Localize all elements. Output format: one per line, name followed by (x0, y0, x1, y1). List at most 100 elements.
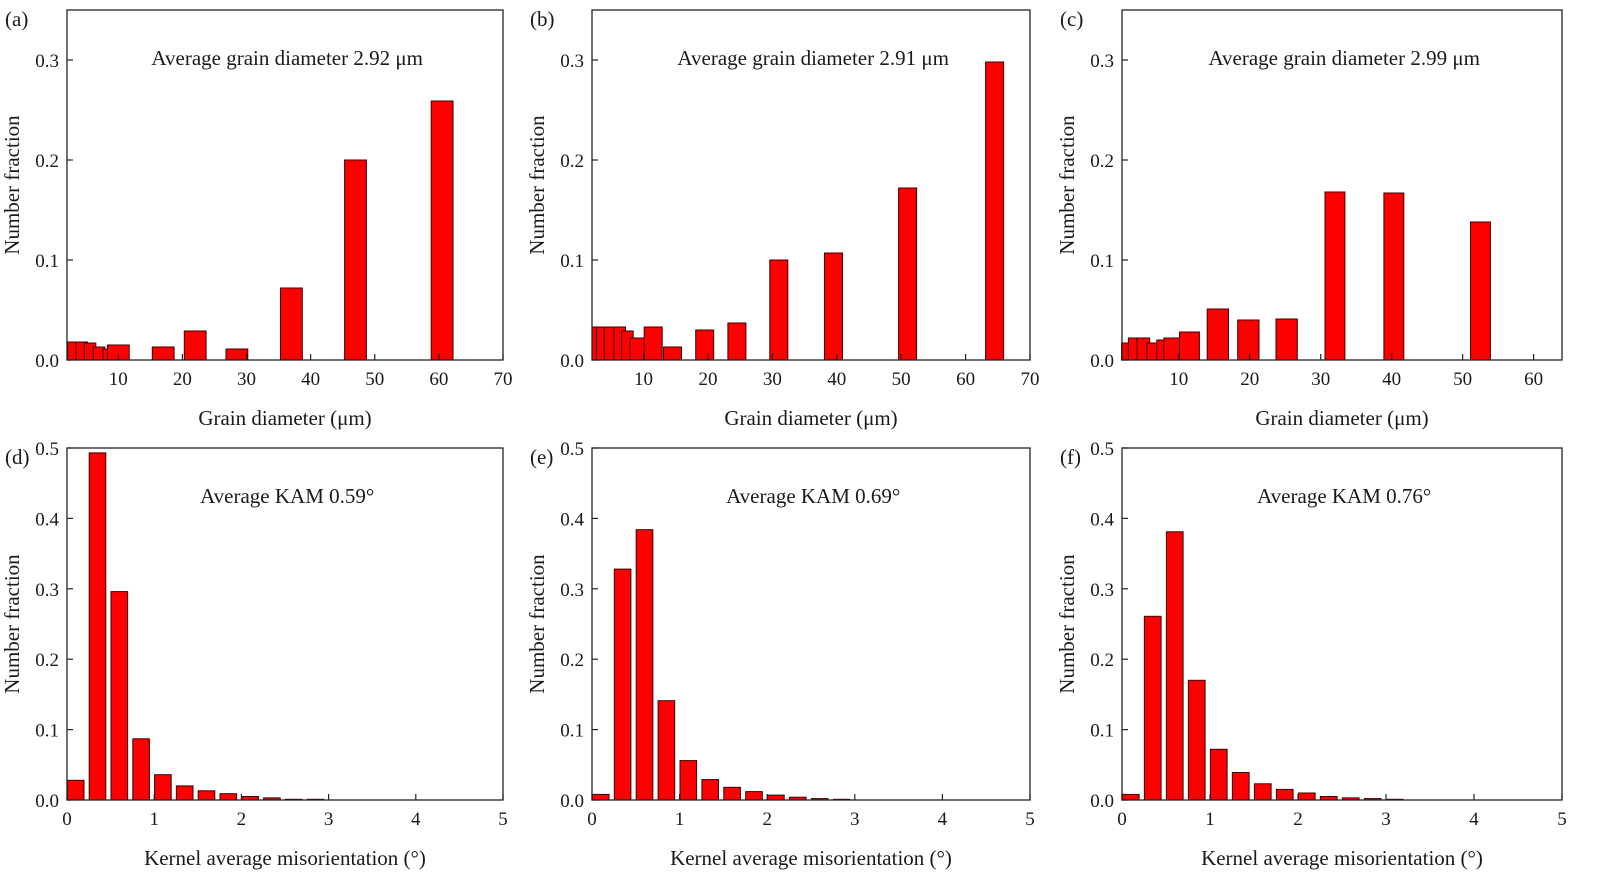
bar (183, 330, 207, 361)
bar (657, 700, 676, 801)
x-tick-label: 50 (892, 369, 911, 390)
x-tick-label: 40 (827, 369, 846, 390)
bar (1253, 783, 1272, 801)
y-tick-label: 0.1 (35, 721, 59, 742)
bar (88, 452, 107, 801)
bar (745, 791, 763, 801)
x-tick-label: 30 (763, 369, 782, 390)
panel-label: (d) (5, 445, 30, 469)
bar (66, 779, 85, 801)
bar (824, 252, 843, 361)
x-tick-label: 70 (1021, 369, 1040, 390)
y-tick-label: 0.0 (560, 351, 584, 372)
y-axis-title: Number fraction (1055, 554, 1079, 694)
bar (1237, 319, 1260, 361)
average-annotation: Average KAM 0.69° (726, 484, 900, 508)
average-annotation: Average KAM 0.59° (200, 484, 374, 508)
x-tick-label: 60 (956, 369, 975, 390)
y-tick-label: 0.1 (35, 251, 59, 272)
y-tick-label: 0.2 (1090, 650, 1114, 671)
bar (1231, 772, 1250, 801)
y-tick-label: 0.2 (1090, 151, 1114, 172)
x-tick-label: 0 (62, 809, 72, 830)
x-tick-label: 2 (1293, 809, 1303, 830)
x-tick-label: 4 (1469, 809, 1479, 830)
x-tick-label: 40 (1382, 369, 1401, 390)
y-tick-label: 0.5 (1090, 439, 1114, 460)
y-tick-label: 0.1 (1090, 721, 1114, 742)
chart-panel-6: 0 1 2 3 4 5 0.0 0.1 0.2 0.3 0.4 0.5 Kernel average m… (1055, 439, 1567, 870)
y-tick-label: 0.0 (35, 791, 59, 812)
y-tick-label: 0.3 (35, 580, 59, 601)
plot-frame (1121, 447, 1563, 801)
plot-frame (591, 9, 1031, 361)
y-tick-label: 0.2 (560, 151, 584, 172)
bar (344, 159, 367, 361)
average-annotation: Average grain diameter 2.92 μm (151, 46, 423, 70)
y-axis-title: Number fraction (0, 554, 24, 694)
y-tick-label: 0.3 (560, 51, 584, 72)
y-tick-label: 0.5 (35, 439, 59, 460)
bar (1297, 792, 1316, 801)
y-axis-title: Number fraction (525, 115, 549, 255)
chart-panel-2: 10 20 30 40 50 60 70 0.0 0.1 0.2 0.3 Grain diameter… (525, 7, 1040, 430)
bar (769, 259, 789, 361)
x-tick-label: 60 (429, 369, 448, 390)
y-axis-title: Number fraction (525, 554, 549, 694)
bar (663, 346, 682, 361)
bar (723, 786, 741, 801)
bar (1209, 748, 1228, 801)
bar (1179, 331, 1200, 361)
bar (1275, 318, 1298, 361)
x-tick-label: 20 (1240, 369, 1259, 390)
bar (132, 738, 150, 801)
y-tick-label: 0.1 (560, 721, 584, 742)
bar (1470, 221, 1491, 361)
x-axis-title: Kernel average misorientation (°) (670, 846, 952, 870)
panel-label: (e) (530, 445, 553, 469)
chart-panel-4: 0 1 2 3 4 5 0.0 0.1 0.2 0.3 0.4 0.5 Kernel average m… (0, 439, 508, 870)
x-tick-label: 30 (1311, 369, 1330, 390)
x-axis-title: Grain diameter (μm) (198, 406, 371, 430)
x-tick-label: 4 (411, 809, 421, 830)
bar (175, 785, 194, 801)
plot-frame (1121, 9, 1563, 361)
panel-label: (f) (1060, 445, 1081, 469)
y-tick-label: 0.1 (1090, 251, 1114, 272)
x-axis-title: Grain diameter (μm) (724, 406, 897, 430)
x-tick-label: 20 (173, 369, 192, 390)
panel-label: (a) (5, 7, 28, 31)
x-axis-title: Kernel average misorientation (°) (144, 846, 426, 870)
x-tick-label: 2 (237, 809, 247, 830)
bar (695, 329, 715, 361)
y-tick-label: 0.3 (560, 580, 584, 601)
bar (197, 790, 216, 801)
y-tick-label: 0.5 (560, 439, 584, 460)
bar (727, 322, 747, 361)
x-tick-label: 1 (149, 809, 159, 830)
panel-label: (b) (530, 7, 555, 31)
bar (643, 326, 663, 361)
x-tick-label: 70 (494, 369, 513, 390)
bar (898, 187, 918, 361)
y-tick-label: 0.4 (35, 509, 59, 530)
x-tick-label: 10 (634, 369, 653, 390)
x-tick-label: 4 (938, 809, 948, 830)
y-tick-label: 0.3 (35, 51, 59, 72)
bar (635, 529, 654, 801)
y-axis-title: Number fraction (1055, 115, 1079, 255)
x-tick-label: 5 (1025, 809, 1035, 830)
plot-frame (66, 447, 504, 801)
bar (1206, 308, 1229, 361)
x-tick-label: 5 (1557, 809, 1567, 830)
y-tick-label: 0.0 (1090, 351, 1114, 372)
bar (985, 61, 1005, 361)
y-tick-label: 0.0 (1090, 791, 1114, 812)
x-tick-label: 60 (1524, 369, 1543, 390)
bar (1143, 615, 1162, 801)
bar (1383, 192, 1405, 361)
x-tick-label: 10 (109, 369, 128, 390)
y-tick-label: 0.3 (1090, 580, 1114, 601)
y-tick-label: 0.3 (1090, 51, 1114, 72)
